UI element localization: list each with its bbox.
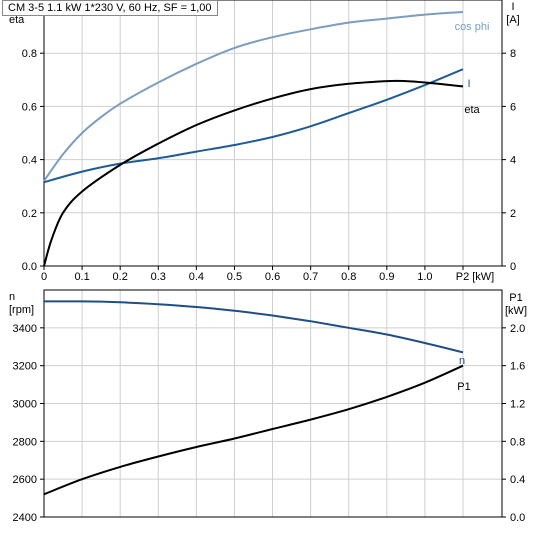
series-label-eta: eta [464, 104, 480, 116]
x-tick-label: 0.1 [74, 271, 89, 283]
y-right-tick-label: 6 [510, 101, 516, 113]
x-tick-label: 0.7 [303, 271, 318, 283]
y-right-tick-label: 0.0 [510, 512, 525, 524]
x-tick-label: 1.0 [417, 271, 432, 283]
y-right-tick-label: 1.6 [510, 361, 525, 373]
x-tick-label: 0.3 [151, 271, 166, 283]
y-right-tick-label: 0 [510, 261, 516, 273]
y-left-tick-label: 3200 [13, 361, 37, 373]
y-left-tick-label: 2800 [13, 436, 37, 448]
y-left-tick-label: 0.6 [22, 101, 37, 113]
series-line-cos-phi [43, 11, 464, 182]
series-line-I [43, 68, 464, 184]
y-left-axis-label: n [9, 291, 15, 303]
y-right-tick-label: 0.4 [510, 474, 525, 486]
x-tick-label: 0.8 [341, 271, 356, 283]
plot-frame-top [43, 0, 503, 267]
y-left-tick-label: 2600 [13, 474, 37, 486]
x-axis-label: P2 [kW] [456, 271, 495, 283]
y-right-tick-label: 2.0 [510, 323, 525, 335]
series-line-n [43, 300, 464, 354]
y-right-tick-label: 4 [510, 155, 516, 167]
y-right-tick-label: 8 [510, 48, 516, 60]
y-right-axis-label: [kW] [505, 305, 527, 317]
chart-title: CM 3-5 1.1 kW 1*230 V, 60 Hz, SF = 1,00 [2, 0, 218, 16]
y-left-tick-label: 0.8 [22, 48, 37, 60]
y-left-axis-label: eta [9, 14, 25, 26]
series-label-P1: P1 [457, 381, 470, 393]
x-tick-label: 0.4 [189, 271, 204, 283]
x-tick-label: 0.2 [113, 271, 128, 283]
x-tick-label: 0 [41, 271, 47, 283]
y-right-axis-label: I [511, 1, 514, 13]
series-label-cos-phi: cos phi [455, 21, 490, 33]
x-tick-label: 0.9 [379, 271, 394, 283]
y-right-tick-label: 0.8 [510, 436, 525, 448]
y-left-axis-label: [rpm] [9, 304, 34, 316]
y-left-tick-label: 3000 [13, 399, 37, 411]
series-label-I: I [467, 78, 470, 90]
series-line-eta [43, 79, 464, 267]
series-label-n: n [459, 355, 465, 367]
y-right-tick-label: 2 [510, 208, 516, 220]
y-left-tick-label: 0.0 [22, 261, 37, 273]
x-tick-label: 0.5 [227, 271, 242, 283]
y-right-axis-label: [A] [506, 14, 519, 26]
y-left-tick-label: 0.4 [22, 155, 37, 167]
y-left-tick-label: 2400 [13, 512, 37, 524]
y-left-tick-label: 3400 [13, 323, 37, 335]
y-left-tick-label: 0.2 [22, 208, 37, 220]
y-right-axis-label: P1 [509, 292, 522, 304]
series-line-P1 [43, 364, 464, 496]
y-right-tick-label: 1.2 [510, 399, 525, 411]
x-tick-label: 0.6 [265, 271, 280, 283]
